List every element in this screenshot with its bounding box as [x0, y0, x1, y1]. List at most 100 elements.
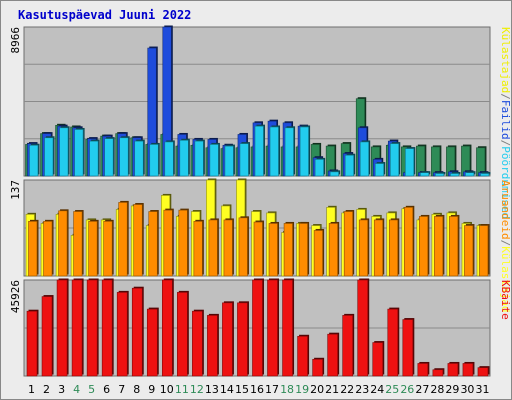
bar-kbaite-day-11 — [177, 292, 188, 377]
bar-aruandeid-day-16 — [253, 221, 263, 277]
tick-label-day-8: 8 — [133, 383, 140, 396]
bar-kbaite-day-31 — [477, 367, 489, 377]
bar-pöördumised-day-3 — [59, 127, 69, 177]
bar-aruandeid-day-3 — [58, 210, 68, 277]
bar-pöördumised-day-11 — [179, 139, 189, 177]
bar-kbaite-day-9 — [146, 308, 158, 377]
bar-aruandeid-day-18 — [283, 223, 293, 277]
tick-label-day-26: 26 — [400, 383, 414, 396]
bar-aruandeid-day-21 — [328, 223, 338, 277]
bar-aruandeid-day-14 — [223, 219, 233, 277]
bar-aruandeid-day-12 — [193, 221, 203, 277]
bar-pöördumised-day-12 — [194, 140, 204, 177]
panel-3: 45926 — [9, 278, 491, 377]
bar-aruandeid-day-23 — [358, 219, 369, 277]
bar-pöördumised-day-5 — [89, 140, 99, 177]
bar-kbaite-day-27 — [417, 363, 429, 377]
bar-aruandeid-day-19 — [298, 223, 308, 277]
chart-title: Kasutuspäevad Juuni 2022 — [18, 8, 191, 22]
legend-separator: / — [499, 140, 512, 147]
bar-aruandeid-day-24 — [373, 219, 384, 277]
bar-kbaite-day-25 — [387, 308, 399, 377]
legend-panel-2: Aruandeid/Külastajad — [499, 180, 512, 312]
bar-kbaite-day-4 — [71, 279, 83, 377]
bar-aruandeid-day-9 — [148, 211, 158, 277]
panel-2: 137 — [9, 178, 491, 277]
bar-aruandeid-day-31 — [479, 225, 489, 277]
bar-pöördumised-day-1 — [29, 144, 39, 177]
tick-label-day-9: 9 — [148, 383, 155, 396]
tick-label-day-4: 4 — [73, 383, 80, 396]
tick-label-day-24: 24 — [370, 383, 384, 396]
bar-aruandeid-day-17 — [268, 223, 278, 277]
bar-pöördumised-day-17 — [269, 126, 279, 177]
bar-kbaite-day-15 — [237, 302, 248, 377]
legend-panel-1: Külastajad/Failid/Pöördumised — [499, 27, 512, 219]
bar-aruandeid-day-29 — [449, 216, 459, 277]
bar-kbaite-day-2 — [41, 296, 53, 377]
bar-pöördumised-day-2 — [44, 137, 54, 177]
bar-pöördumised-day-21 — [329, 171, 339, 177]
bar-aruandeid-day-27 — [419, 216, 429, 277]
legend-separator: / — [499, 93, 512, 100]
bar-kbaite-day-22 — [342, 315, 353, 377]
bar-kbaite-day-20 — [312, 358, 323, 377]
bar-kbaite-day-26 — [402, 319, 414, 377]
bar-kbaite-day-8 — [131, 287, 143, 377]
legend-entry: Pöördumised — [499, 146, 512, 219]
bar-pöördumised-day-26 — [405, 148, 415, 177]
scale-max-label: 137 — [9, 180, 22, 200]
bar-kbaite-day-24 — [372, 342, 384, 377]
tick-label-day-22: 22 — [340, 383, 354, 396]
bar-kbaite-day-5 — [86, 279, 98, 377]
bar-pöördumised-day-9 — [149, 144, 159, 177]
bar-aruandeid-day-30 — [464, 225, 474, 277]
tick-label-day-28: 28 — [430, 383, 444, 396]
bar-pöördumised-day-15 — [239, 143, 249, 177]
bar-kbaite-day-19 — [297, 335, 308, 377]
tick-label-day-30: 30 — [460, 383, 474, 396]
bar-kbaite-day-3 — [56, 279, 68, 377]
bar-kbaite-day-12 — [192, 310, 203, 377]
scale-max-label: 45926 — [9, 280, 22, 313]
bar-pöördumised-day-6 — [104, 138, 114, 177]
bar-aruandeid-day-5 — [88, 221, 98, 277]
bar-aruandeid-day-10 — [163, 209, 173, 277]
bar-pöördumised-day-4 — [74, 129, 84, 177]
bar-pöördumised-day-23 — [359, 141, 370, 177]
bar-kbaite-day-10 — [161, 279, 173, 377]
tick-label-day-17: 17 — [265, 383, 279, 396]
legend-separator: / — [499, 240, 512, 247]
tick-label-day-16: 16 — [250, 383, 264, 396]
tick-label-day-10: 10 — [160, 383, 174, 396]
tick-label-day-27: 27 — [415, 383, 429, 396]
tick-label-day-31: 31 — [475, 383, 489, 396]
bar-pöördumised-day-8 — [134, 140, 144, 177]
bar-kbaite-day-13 — [207, 315, 218, 377]
bar-kbaite-day-18 — [282, 279, 293, 377]
bar-aruandeid-day-8 — [133, 204, 143, 277]
tick-label-day-2: 2 — [43, 383, 50, 396]
bar-kbaite-day-30 — [462, 363, 474, 377]
bar-aruandeid-day-4 — [73, 211, 83, 277]
bar-pöördumised-day-7 — [119, 137, 129, 177]
bar-pöördumised-day-25 — [389, 143, 400, 177]
tick-label-day-1: 1 — [28, 383, 35, 396]
bar-pöördumised-day-24 — [374, 163, 385, 177]
bar-kbaite-day-14 — [222, 302, 233, 377]
tick-label-day-18: 18 — [280, 383, 294, 396]
bar-kbaite-day-23 — [357, 279, 369, 377]
tick-label-day-13: 13 — [205, 383, 219, 396]
tick-label-day-19: 19 — [295, 383, 309, 396]
tick-label-day-14: 14 — [220, 383, 234, 396]
bar-aruandeid-day-2 — [43, 221, 53, 277]
bar-aruandeid-day-11 — [178, 209, 188, 277]
tick-label-day-29: 29 — [445, 383, 459, 396]
legend-entry: Külastajad — [499, 246, 512, 312]
tick-label-day-3: 3 — [58, 383, 65, 396]
bar-kbaite-day-6 — [101, 279, 113, 377]
bar-pöördumised-day-10 — [164, 141, 174, 177]
bar-kbaite-day-1 — [26, 310, 38, 377]
bar-pöördumised-day-13 — [209, 144, 219, 177]
